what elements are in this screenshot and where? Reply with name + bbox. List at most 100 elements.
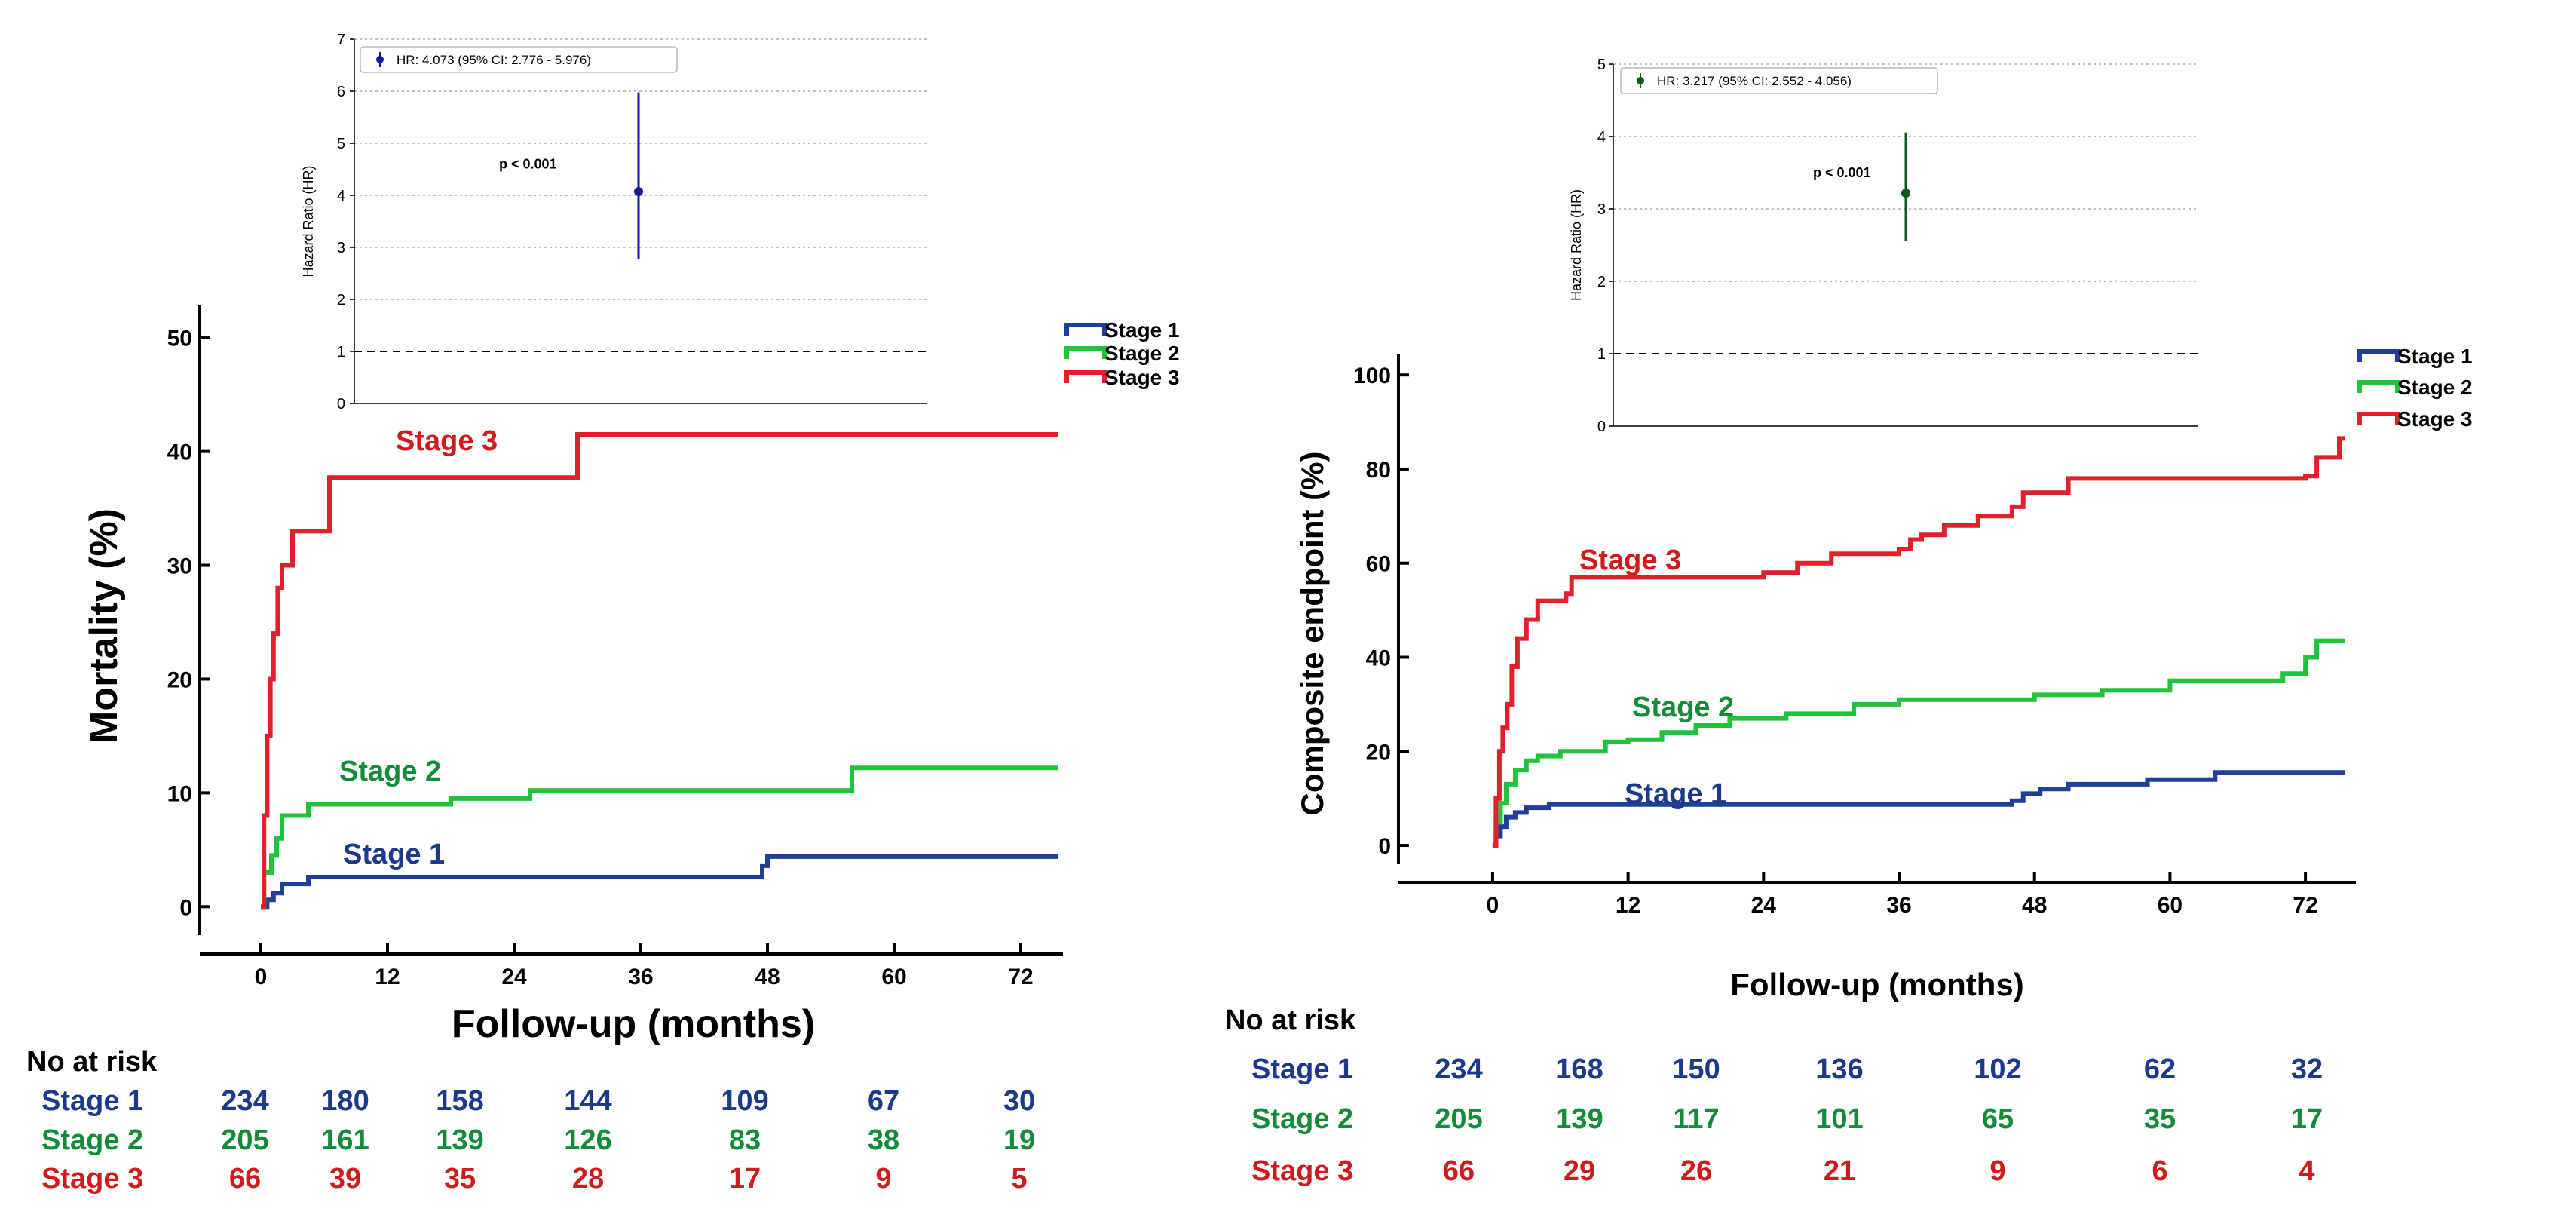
risk-value: 126	[564, 1124, 611, 1156]
km-curve-stage-2	[261, 765, 1058, 910]
x-tick-label: 36	[628, 965, 653, 989]
risk-value: 66	[229, 1163, 261, 1195]
risk-value: 5	[1011, 1163, 1027, 1195]
legend-label-stage-1: Stage 1	[1104, 318, 1180, 342]
inset-y-tick-label: 3	[337, 240, 345, 256]
inset-y-tick-label: 1	[337, 344, 345, 360]
inset-y-tick-label: 5	[337, 136, 345, 152]
legend-swatch-stage-2	[2357, 380, 2400, 393]
x-tick-label: 12	[375, 965, 400, 989]
inset-y-tick-label: 0	[1597, 419, 1606, 435]
curve-label-stage-3: Stage 3	[1579, 544, 1681, 576]
y-tick-label: 80	[1366, 458, 1391, 483]
hr-point	[634, 186, 643, 196]
legend-label-stage-3: Stage 3	[2397, 407, 2473, 431]
x-tick-label: 48	[755, 965, 780, 989]
y-tick-label: 30	[167, 554, 192, 579]
y-tick-label: 40	[167, 440, 192, 465]
inset-y-tick-label: 0	[337, 396, 345, 413]
risk-value: 101	[1815, 1103, 1863, 1135]
risk-value: 168	[1555, 1054, 1603, 1085]
risk-value: 4	[2299, 1155, 2314, 1187]
x-tick-label: 36	[1886, 893, 1911, 918]
risk-value: 139	[1555, 1103, 1603, 1135]
risk-value: 62	[2144, 1054, 2176, 1085]
risk-value: 102	[1974, 1054, 2021, 1085]
risk-table: No at risk Stage 1 234 168 150 136 102 62 32 Stag…	[1225, 1005, 2323, 1187]
x-axis-title: Follow-up (months)	[1730, 967, 2024, 1002]
y-tick-label: 20	[167, 667, 192, 692]
y-axis-title: Composite endpoint (%)	[1294, 452, 1330, 816]
risk-value: 109	[721, 1085, 768, 1117]
risk-value: 67	[868, 1085, 899, 1117]
inset-y-tick-label: 4	[337, 188, 345, 204]
risk-value: 205	[1435, 1103, 1482, 1135]
risk-row-label-stage-1: Stage 1	[1251, 1054, 1353, 1085]
risk-value: 144	[564, 1085, 611, 1117]
risk-value: 39	[329, 1163, 361, 1195]
inset-y-tick-label: 5	[1597, 57, 1606, 73]
x-tick-label: 60	[881, 965, 906, 989]
y-tick-label: 10	[167, 781, 192, 806]
y-tick-label: 60	[1366, 552, 1391, 577]
legend-swatch-stage-1	[2357, 349, 2400, 362]
km-curve-stage-1	[1492, 770, 2345, 848]
x-tick-label: 24	[501, 965, 527, 989]
legend-swatch-stage-2	[1064, 346, 1107, 359]
y-tick-label: 0	[1378, 834, 1391, 859]
risk-value: 117	[1673, 1103, 1719, 1135]
risk-value: 17	[2291, 1103, 2323, 1135]
x-tick-label: 0	[255, 965, 268, 989]
y-axis: 0 10 20 30 40 50 Mortality (%)	[82, 305, 210, 935]
curve-label-stage-1: Stage 1	[1625, 778, 1726, 810]
inset-legend-label: HR: 4.073 (95% CI: 2.776 - 5.976)	[397, 53, 591, 67]
inset-legend-marker	[1637, 77, 1644, 84]
inset-hr-plot: 0 1 2 3 4 5 Hazard Ratio (HR) p < 0.001 HR: 3.21…	[1569, 57, 2198, 435]
risk-value: 9	[875, 1163, 891, 1195]
y-axis-title: Mortality (%)	[82, 508, 126, 744]
inset-hr-plot: 0 1 2 3 4 5 6 7 Hazard Ratio (HR) p < 0.001 HR: 4.…	[301, 32, 927, 413]
legend-swatch-stage-3	[2357, 412, 2400, 425]
curve-labels: Stage 1 Stage 2 Stage 3	[339, 425, 498, 870]
km-curve-stage-3	[261, 432, 1058, 910]
risk-value: 26	[1680, 1155, 1712, 1187]
inset-y-tick-label: 2	[1597, 274, 1606, 290]
inset-y-tick-label: 2	[337, 292, 345, 308]
risk-value: 35	[444, 1163, 476, 1195]
risk-row-label-stage-2: Stage 2	[41, 1124, 143, 1156]
risk-value: 83	[729, 1124, 761, 1156]
km-curve-stage-3	[1492, 436, 2345, 848]
risk-value: 32	[2291, 1054, 2323, 1085]
x-tick-label: 48	[2022, 893, 2047, 918]
legend-label-stage-2: Stage 2	[1104, 342, 1180, 365]
risk-value: 35	[2144, 1103, 2176, 1135]
curve-labels: Stage 1 Stage 2 Stage 3	[1579, 544, 1734, 810]
risk-value: 234	[221, 1085, 268, 1117]
risk-value: 139	[436, 1124, 483, 1156]
curve-label-stage-2: Stage 2	[1632, 692, 1734, 723]
risk-value: 9	[1989, 1155, 2005, 1187]
inset-legend-box	[1620, 67, 1938, 94]
inset-legend-marker	[376, 56, 384, 63]
legend-swatch-stage-3	[1064, 370, 1107, 383]
legend-label-stage-3: Stage 3	[1104, 366, 1180, 389]
risk-row-label-stage-3: Stage 3	[1251, 1155, 1353, 1187]
curves	[261, 432, 1058, 910]
risk-value: 28	[572, 1163, 604, 1195]
inset-y-axis-title: Hazard Ratio (HR)	[301, 165, 316, 277]
y-axis: 0 20 40 60 80 100 Composite endpoint (%)	[1294, 354, 1409, 864]
inset-legend-label: HR: 3.217 (95% CI: 2.552 - 4.056)	[1657, 74, 1852, 88]
y-tick-label: 0	[179, 895, 192, 920]
risk-value: 38	[868, 1124, 899, 1156]
inset-y-tick-label: 4	[1597, 129, 1606, 146]
curve-label-stage-2: Stage 2	[339, 756, 441, 787]
curve-label-stage-3: Stage 3	[396, 425, 498, 457]
curve-label-stage-1: Stage 1	[343, 839, 445, 870]
inset-y-tick-label: 1	[1597, 346, 1606, 363]
risk-value: 205	[221, 1124, 268, 1156]
risk-row-label-stage-2: Stage 2	[1251, 1103, 1353, 1135]
inset-y-tick-label: 6	[337, 84, 345, 100]
